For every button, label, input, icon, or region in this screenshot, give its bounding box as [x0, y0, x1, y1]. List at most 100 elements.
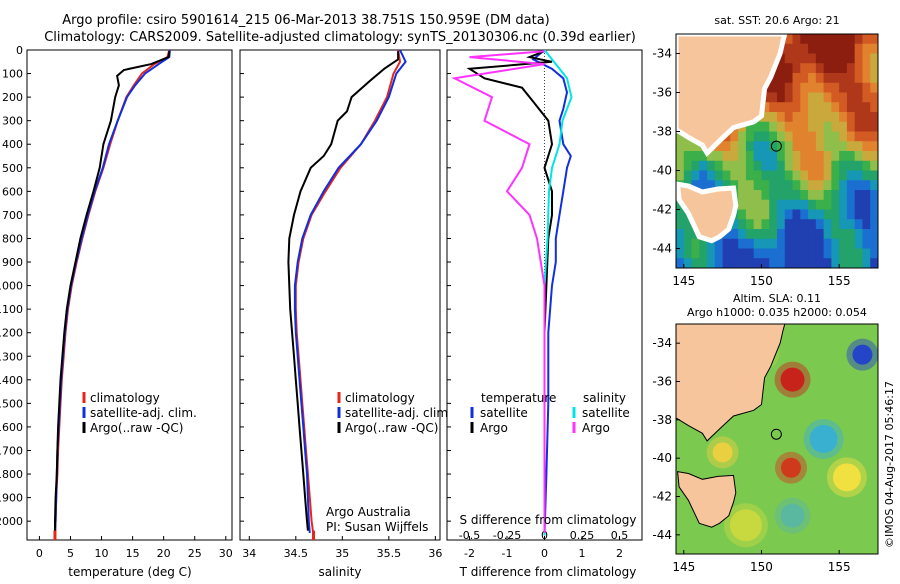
sst-cell — [808, 34, 817, 45]
temperature-xlabel: temperature (deg C) — [68, 565, 191, 579]
sst-cell — [870, 131, 878, 142]
sst-cell — [862, 53, 871, 64]
sst-cell — [854, 199, 864, 211]
lon-tick-label: 155 — [828, 560, 851, 574]
sst-cell — [823, 102, 832, 113]
sst-cell — [870, 63, 878, 74]
sst-cell — [839, 229, 848, 240]
sst-cell — [691, 151, 700, 162]
sst-cell — [753, 219, 763, 230]
float-marker — [770, 428, 782, 440]
sla-anomaly — [780, 457, 801, 478]
sst-cell — [699, 180, 708, 191]
sst-cell — [722, 238, 731, 250]
sst-cell — [815, 131, 825, 142]
sst-cell — [823, 151, 832, 162]
depth-tick-label: 2000 — [0, 515, 23, 528]
sst-cell — [854, 63, 864, 74]
temperature-plot-frame — [26, 49, 233, 541]
sst-cell — [854, 219, 864, 230]
sst-cell — [784, 34, 794, 45]
depth-tick-label: 1800 — [0, 468, 23, 481]
sst-cell — [691, 170, 700, 181]
sst-cell — [831, 229, 840, 240]
sst-cell — [815, 73, 825, 84]
sst-cell — [839, 151, 848, 162]
sst-cell — [777, 258, 786, 268]
sst-cell — [862, 180, 871, 191]
sst-cell — [753, 258, 763, 268]
s-diff-tick-label: -0.5 — [459, 529, 480, 542]
sst-cell — [862, 258, 871, 268]
sst-cell — [823, 121, 832, 133]
depth-tick-label: 700 — [2, 209, 23, 222]
sst-cell — [815, 121, 825, 133]
sst-cell — [777, 53, 786, 64]
sst-cell — [854, 34, 864, 45]
sst-cell — [870, 121, 878, 133]
sst-cell — [761, 229, 770, 240]
sst-cell — [808, 170, 817, 181]
header-line-2: Climatology: CARS2009. Satellite-adjuste… — [44, 30, 636, 45]
sst-cell — [714, 248, 724, 259]
sst-cell — [854, 209, 864, 220]
sst-cell — [769, 258, 778, 268]
credit-line-1: Argo Australia — [326, 505, 411, 519]
lon-tick-label: 145 — [672, 274, 695, 288]
legend-label: satellite — [480, 406, 528, 420]
legend-label: climatology — [345, 391, 415, 405]
sst-cell — [870, 151, 878, 162]
sst-cell — [870, 53, 878, 64]
sst-cell — [854, 258, 864, 268]
legend-label: Argo(..raw -QC) — [90, 421, 183, 435]
sst-cell — [730, 180, 739, 191]
sst-cell — [730, 219, 739, 230]
sst-cell — [761, 151, 770, 162]
sst-cell — [846, 151, 856, 162]
sst-cell — [808, 180, 817, 191]
sst-cell — [831, 248, 840, 259]
sst-cell — [800, 73, 809, 84]
sst-map-axes: 145 150 155 -34 -36 -38 -40 -42 -44 — [652, 47, 850, 289]
sst-cell — [800, 248, 809, 259]
lat-tick-label: -34 — [652, 47, 672, 61]
sst-cell — [714, 141, 724, 152]
sst-cell — [753, 121, 763, 133]
sst-cell — [846, 73, 856, 84]
sst-cell — [831, 199, 840, 211]
sst-cell — [745, 238, 755, 250]
salinity-series — [287, 50, 407, 540]
sst-cell — [815, 141, 825, 152]
sst-cell — [862, 219, 871, 230]
sst-cell — [846, 92, 856, 103]
sst-cell — [792, 180, 801, 191]
depth-tick-label: 1300 — [0, 350, 23, 363]
sst-cell — [769, 160, 778, 172]
sst-cell — [839, 112, 848, 123]
sst-cell — [831, 102, 840, 113]
sst-cell — [777, 121, 786, 133]
sst-cell — [862, 34, 871, 45]
temperature-series — [53, 50, 171, 540]
sst-cell — [846, 248, 856, 259]
sst-cell — [831, 34, 840, 45]
sst-cell — [815, 160, 825, 172]
sst-cell — [722, 258, 731, 268]
sst-cell — [745, 219, 755, 230]
sst-map-frame — [675, 33, 879, 269]
temperature-tick-label: 20 — [157, 547, 171, 560]
sst-cell — [862, 63, 871, 74]
sst-cell — [800, 199, 809, 211]
sst-cell — [800, 190, 809, 201]
legend-label: climatology — [90, 391, 160, 405]
s-diff-tick-label: 0.25 — [570, 529, 595, 542]
depth-axis: 0 100 200 300 400 500 600 700 800 900 1000 1100 1200… — [0, 44, 31, 528]
sst-cell — [738, 219, 747, 230]
sst-cell — [800, 102, 809, 113]
sst-cell — [846, 131, 856, 142]
sst-cell — [815, 102, 825, 113]
sst-cell — [846, 238, 856, 250]
sst-cell — [831, 160, 840, 172]
sst-cell — [676, 131, 685, 142]
